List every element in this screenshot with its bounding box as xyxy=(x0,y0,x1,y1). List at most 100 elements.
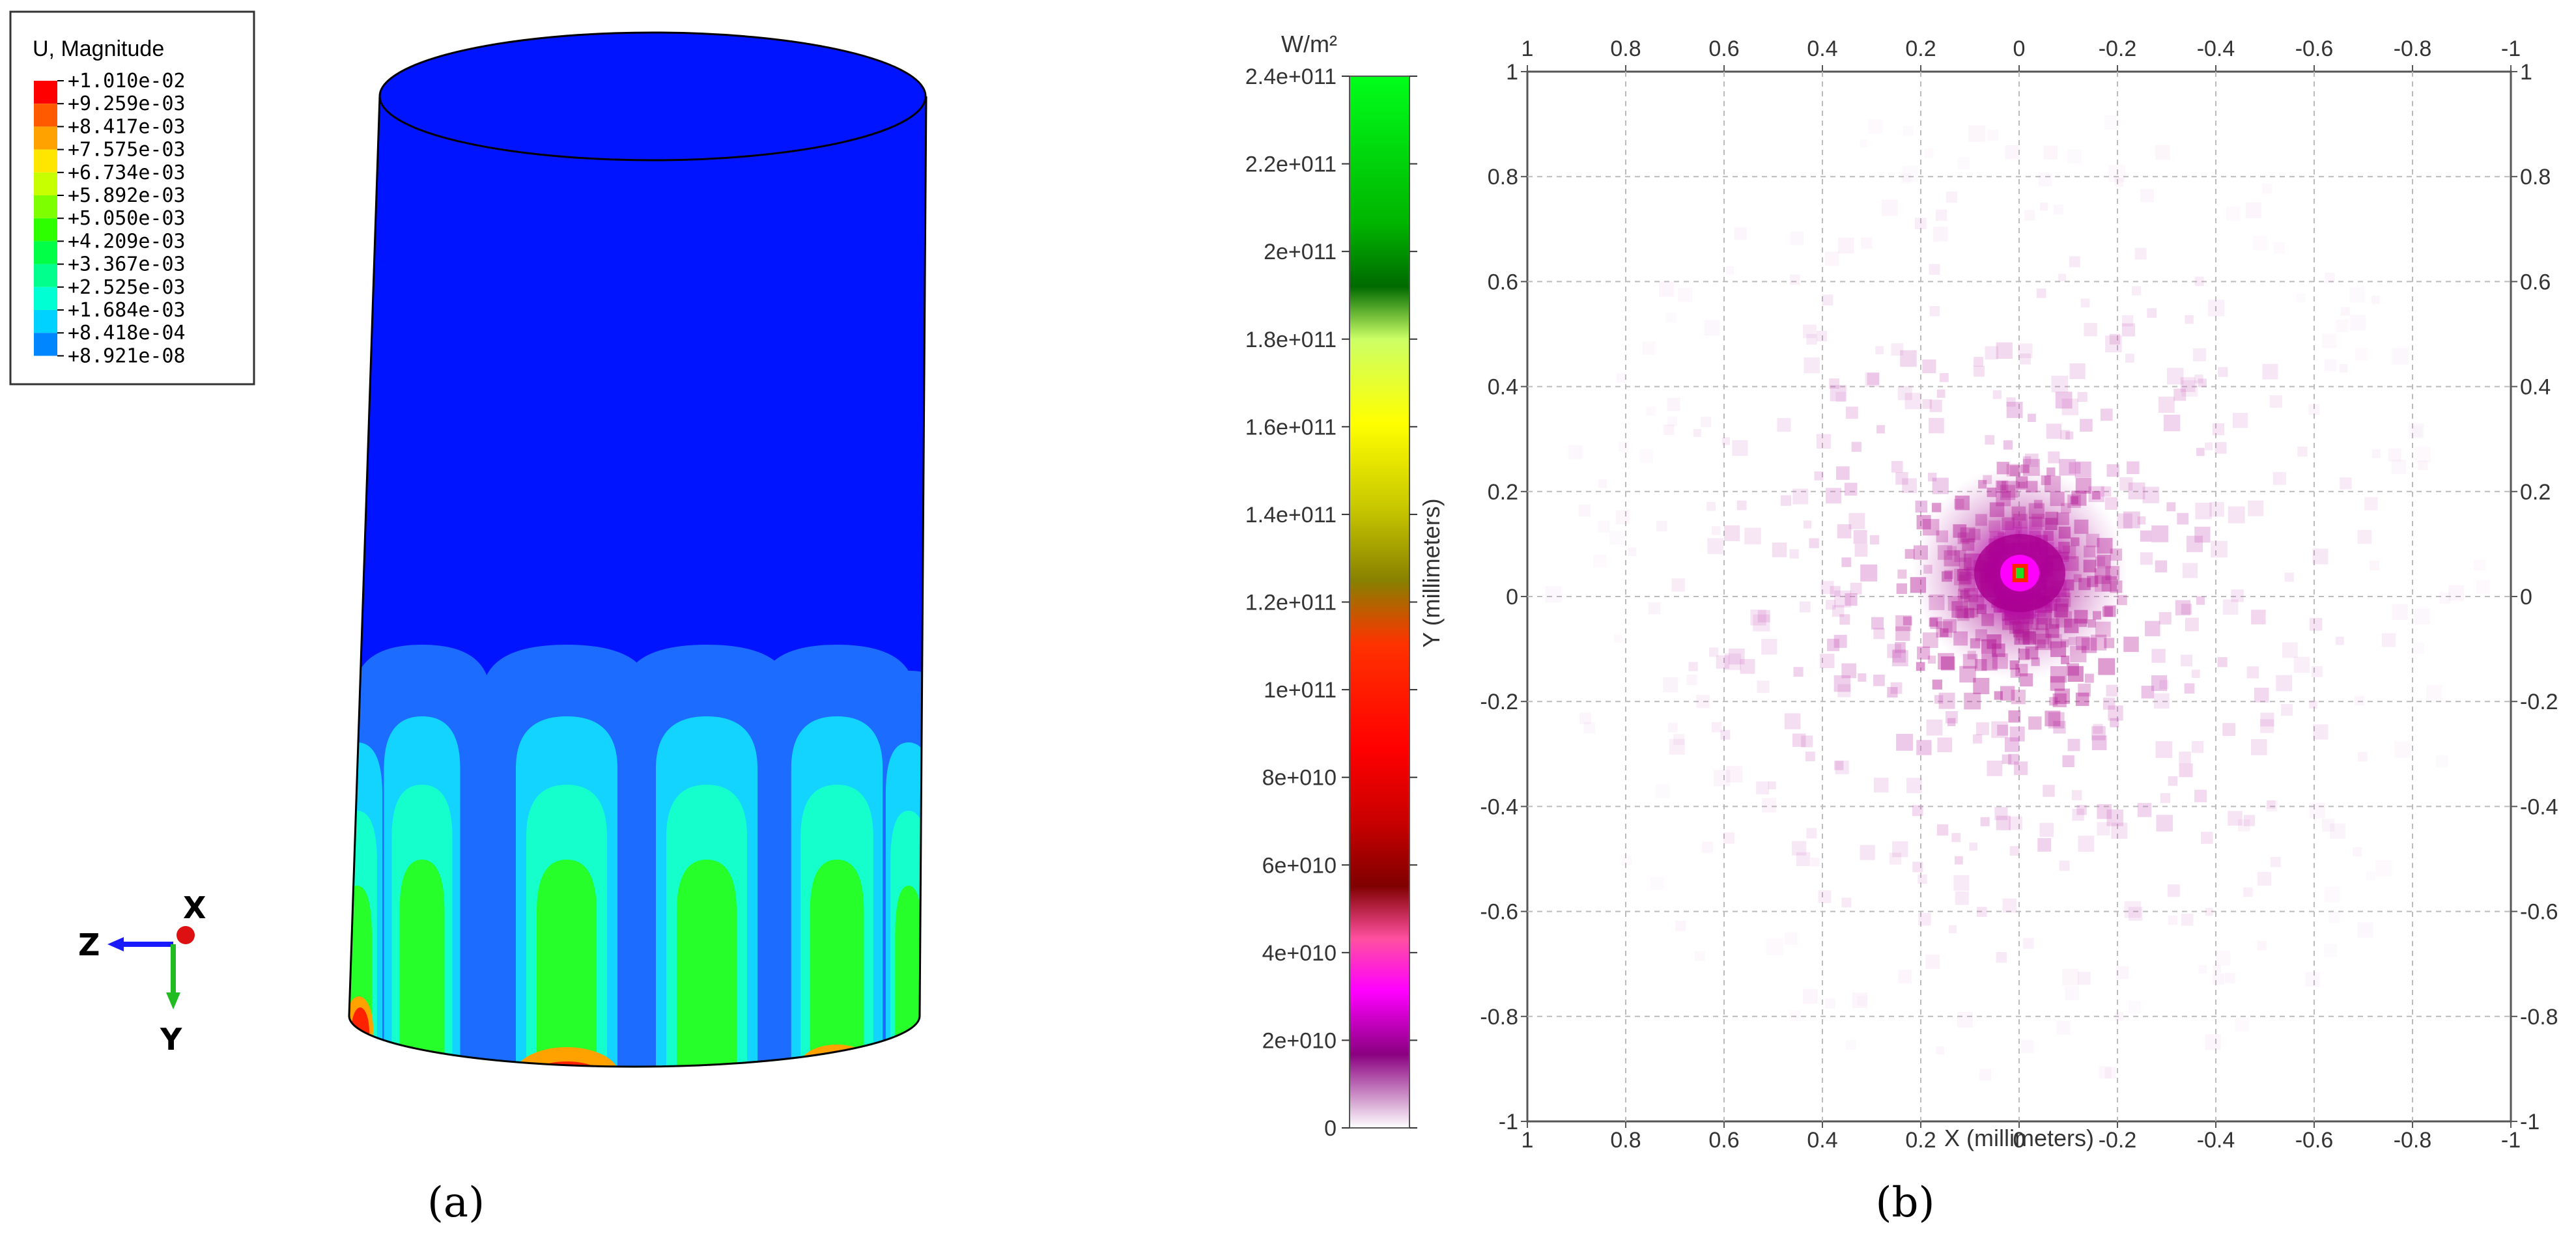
speckle xyxy=(2196,596,2205,605)
x-tick-label-bottom: 0.8 xyxy=(1610,1128,1641,1153)
speckle xyxy=(2274,242,2286,254)
contour-lobe xyxy=(537,860,597,1067)
speckle xyxy=(2312,548,2328,565)
speckle xyxy=(1802,324,1817,339)
speckle xyxy=(2115,1012,2123,1020)
speckle xyxy=(1818,890,1832,903)
speckle xyxy=(1826,600,1836,610)
speckle xyxy=(2091,735,2107,750)
speckle xyxy=(2108,165,2125,182)
speckle xyxy=(2080,298,2090,308)
speckle xyxy=(1827,638,1840,651)
x-axis-dot xyxy=(177,926,195,944)
speckle xyxy=(1846,1040,1856,1050)
y-tick-label-right: -0.2 xyxy=(2520,690,2558,714)
x-tick-label-top: -0.6 xyxy=(2295,36,2334,61)
legend-value: +2.525e-03 xyxy=(68,276,186,299)
irradiance-plot: 110.80.80.60.60.40.40.20.200-0.2-0.2-0.4… xyxy=(1418,36,2558,1153)
speckle xyxy=(2039,203,2048,211)
speckle xyxy=(2352,847,2362,857)
legend-swatch xyxy=(34,218,57,242)
speckle xyxy=(2330,823,2345,839)
speckle xyxy=(2269,395,2282,408)
speckle xyxy=(2426,684,2442,701)
speckle xyxy=(1810,857,1820,867)
speckle xyxy=(2084,673,2094,683)
speckle xyxy=(2151,525,2169,542)
speckle xyxy=(2053,721,2066,734)
speckle xyxy=(1650,877,1663,890)
speckle xyxy=(1667,416,1677,427)
y-tick-label-right: 0 xyxy=(2520,585,2532,610)
hotspot-peak-green xyxy=(2016,568,2024,578)
speckle xyxy=(2069,256,2080,268)
colorbar-tick-label: 1.6e+011 xyxy=(1245,415,1337,440)
speckle xyxy=(2098,658,2116,675)
contour-lobe xyxy=(349,886,372,1067)
speckle xyxy=(2250,739,2267,755)
speckle xyxy=(1898,970,1912,983)
legend-value: +9.259e-03 xyxy=(68,92,186,115)
speckle xyxy=(2211,541,2228,558)
speckle xyxy=(1947,718,1956,727)
speckle xyxy=(1756,781,1770,794)
speckle xyxy=(1936,1046,1944,1055)
y-tick-label-right: 0.6 xyxy=(2520,270,2551,294)
x-tick-label-bottom: 1 xyxy=(1522,1128,1534,1153)
speckle xyxy=(2205,1034,2221,1050)
speckle xyxy=(1762,798,1777,813)
speckle xyxy=(1804,357,1820,374)
speckle xyxy=(2099,1066,2112,1079)
speckle xyxy=(2056,1020,2071,1035)
speckle xyxy=(2002,898,2017,913)
speckle xyxy=(1906,778,1922,793)
speckle xyxy=(2117,513,2132,529)
speckle xyxy=(1945,710,1958,723)
colorbar-tick-label: 1.2e+011 xyxy=(1245,591,1337,615)
speckle xyxy=(2324,944,2337,957)
speckle xyxy=(2246,666,2259,679)
speckle xyxy=(1926,719,1943,736)
speckle xyxy=(1955,856,1963,865)
speckle xyxy=(2217,657,2228,667)
speckle xyxy=(1914,218,1927,230)
speckle xyxy=(1793,667,1804,677)
speckle xyxy=(2054,688,2070,704)
speckle xyxy=(1968,125,1985,143)
speckle xyxy=(2055,391,2073,409)
speckle xyxy=(1784,713,1801,729)
speckle xyxy=(1750,610,1766,626)
speckle xyxy=(2392,604,2408,621)
x-tick-label-bottom: 0.6 xyxy=(1708,1128,1739,1153)
cylinder-bottom-rim xyxy=(348,1015,921,1068)
speckle xyxy=(2110,718,2119,727)
speckle xyxy=(1994,691,2003,700)
speckle xyxy=(1991,721,2008,738)
speckle xyxy=(1736,500,1747,511)
speckle xyxy=(1891,460,1903,473)
colorbar-scale xyxy=(1349,76,1410,1129)
speckle xyxy=(1937,737,1953,753)
speckle xyxy=(1669,738,1685,755)
speckle xyxy=(2058,274,2067,282)
speckle xyxy=(2205,908,2213,916)
speckle xyxy=(2226,206,2241,221)
x-tick-label-bottom: -0.8 xyxy=(2394,1128,2432,1153)
speckle xyxy=(2006,401,2023,418)
speckle xyxy=(1992,390,2002,399)
speckle xyxy=(1820,581,1834,595)
x-tick-label-top: -1 xyxy=(2501,36,2521,61)
axis-triad: Z X Y xyxy=(78,890,206,1057)
speckle xyxy=(2260,719,2274,733)
speckle xyxy=(1929,399,1942,412)
speckle xyxy=(2251,610,2266,625)
caption-a: (a) xyxy=(427,1179,485,1227)
speckle xyxy=(2121,323,2136,337)
speckle xyxy=(2101,486,2112,497)
speckle xyxy=(2038,173,2052,186)
speckle xyxy=(2245,203,2261,219)
speckle xyxy=(1833,634,1847,648)
speckle xyxy=(2106,684,2118,697)
speckle xyxy=(1867,372,1880,386)
speckle xyxy=(1598,520,1610,533)
